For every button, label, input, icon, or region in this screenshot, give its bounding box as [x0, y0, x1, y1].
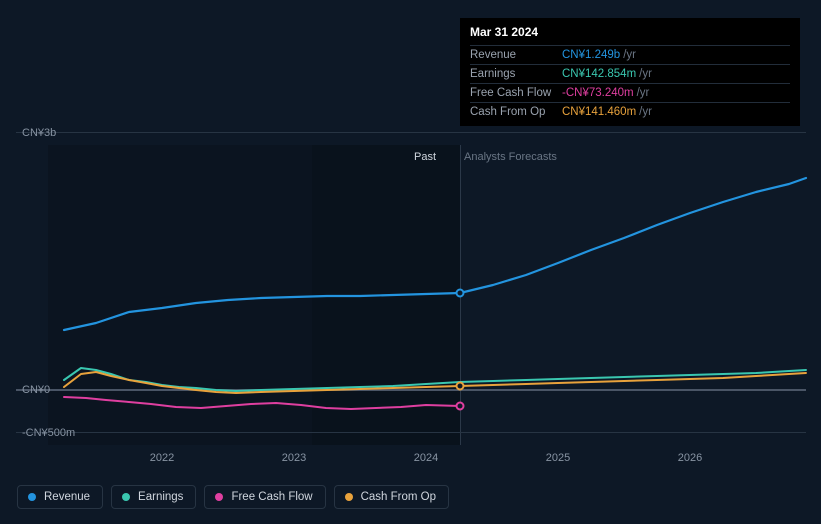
past-region-label: Past — [414, 151, 436, 163]
tooltip-value: CN¥1.249b — [562, 49, 620, 61]
chart-tooltip: Mar 31 2024 RevenueCN¥1.249b/yrEarningsC… — [460, 18, 800, 126]
tooltip-value: CN¥142.854m — [562, 68, 636, 80]
tooltip-row: RevenueCN¥1.249b/yr — [470, 45, 790, 64]
series-marker-free-cash-flow — [456, 402, 465, 411]
legend-dot — [215, 493, 223, 501]
tooltip-key: Earnings — [470, 68, 562, 80]
legend-item-revenue[interactable]: Revenue — [17, 485, 103, 509]
y-axis-label: -CN¥500m — [22, 427, 75, 439]
legend-label: Cash From Op — [361, 491, 436, 503]
series-marker-cash-from-op — [456, 382, 465, 391]
series-line-free-cash-flow — [64, 397, 460, 409]
x-axis-label: 2026 — [678, 452, 702, 464]
tooltip-unit: /yr — [623, 49, 636, 61]
tooltip-key: Cash From Op — [470, 106, 562, 118]
forecast-region-label: Analysts Forecasts — [464, 151, 557, 163]
tooltip-unit: /yr — [637, 87, 650, 99]
tooltip-title: Mar 31 2024 — [470, 25, 790, 45]
tooltip-unit: /yr — [639, 68, 652, 80]
tooltip-unit: /yr — [639, 106, 652, 118]
x-axis-label: 2023 — [282, 452, 306, 464]
legend-label: Earnings — [138, 491, 183, 503]
tooltip-row: EarningsCN¥142.854m/yr — [470, 64, 790, 83]
legend-label: Free Cash Flow — [231, 491, 312, 503]
tooltip-value: CN¥141.460m — [562, 106, 636, 118]
x-axis-label: 2025 — [546, 452, 570, 464]
legend-item-free-cash-flow[interactable]: Free Cash Flow — [204, 485, 325, 509]
x-axis-label: 2022 — [150, 452, 174, 464]
legend-dot — [345, 493, 353, 501]
x-axis-label: 2024 — [414, 452, 438, 464]
legend-dot — [122, 493, 130, 501]
legend-label: Revenue — [44, 491, 90, 503]
financial-forecast-chart: CN¥3b CN¥0 -CN¥500m 2022 2023 2024 2025 2026 P… — [16, 0, 806, 470]
tooltip-key: Revenue — [470, 49, 562, 61]
tooltip-value: -CN¥73.240m — [562, 87, 634, 99]
legend-item-cash-from-op[interactable]: Cash From Op — [334, 485, 449, 509]
y-axis-label: CN¥3b — [22, 127, 56, 139]
tooltip-row: Free Cash Flow-CN¥73.240m/yr — [470, 83, 790, 102]
legend-dot — [28, 493, 36, 501]
y-axis-label: CN¥0 — [22, 384, 50, 396]
tooltip-key: Free Cash Flow — [470, 87, 562, 99]
legend-item-earnings[interactable]: Earnings — [111, 485, 196, 509]
chart-legend: Revenue Earnings Free Cash Flow Cash From O… — [17, 485, 449, 509]
series-marker-revenue — [456, 289, 465, 298]
series-line-revenue — [64, 178, 806, 330]
tooltip-row: Cash From OpCN¥141.460m/yr — [470, 102, 790, 121]
